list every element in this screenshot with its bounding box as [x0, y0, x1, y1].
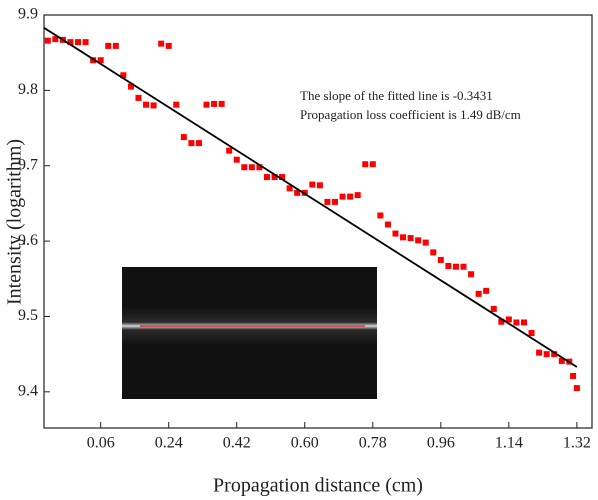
point: [211, 100, 218, 107]
point: [445, 262, 452, 269]
point: [483, 287, 490, 294]
point: [143, 101, 150, 108]
point: [97, 57, 104, 64]
point: [400, 234, 407, 241]
point: [490, 305, 497, 312]
point: [203, 101, 210, 108]
point: [520, 319, 527, 326]
point: [75, 39, 82, 46]
inset-image: [122, 267, 377, 399]
point: [460, 263, 467, 270]
point: [309, 181, 316, 188]
point: [452, 263, 459, 270]
point: [339, 193, 346, 200]
point: [52, 36, 59, 43]
plot-frame: [43, 14, 593, 429]
point: [369, 161, 376, 168]
y-tick-label: 9.4: [18, 382, 38, 399]
point: [294, 189, 301, 196]
x-axis-label: Propagation distance (cm): [213, 475, 423, 497]
point: [173, 101, 180, 108]
annotation: The slope of the fitted line is -0.3431: [300, 88, 493, 103]
x-tick-label: 1.14: [495, 435, 523, 452]
point: [256, 164, 263, 171]
point: [241, 164, 248, 171]
point: [127, 83, 134, 90]
y-axis-label: Intensity (logarithm): [4, 139, 26, 305]
point: [158, 40, 165, 47]
y-tick-label: 9.9: [18, 6, 38, 23]
point: [498, 318, 505, 325]
point: [536, 349, 543, 356]
point: [105, 42, 112, 49]
annotation: Propagation loss coefficient is 1.49 dB/…: [300, 107, 521, 122]
x-tick-label: 0.06: [87, 435, 115, 452]
point: [354, 192, 361, 199]
point: [475, 290, 482, 297]
point: [233, 156, 240, 163]
y-tick-label: 9.5: [18, 307, 38, 324]
fit-line: [43, 27, 578, 368]
point: [430, 249, 437, 256]
point: [120, 72, 127, 79]
point: [316, 182, 323, 189]
point: [407, 235, 414, 242]
point: [150, 102, 157, 109]
point: [551, 351, 558, 358]
x-tick-label: 0.42: [223, 435, 251, 452]
point: [263, 174, 270, 181]
y-tick-label: 9.7: [18, 156, 38, 173]
point: [218, 100, 225, 107]
point: [135, 94, 142, 101]
point: [195, 140, 202, 147]
point: [90, 57, 97, 64]
point: [286, 185, 293, 192]
point: [112, 42, 119, 49]
x-tick-label: 0.60: [291, 435, 319, 452]
point: [437, 256, 444, 263]
point: [377, 212, 384, 219]
point: [543, 351, 550, 358]
point: [362, 161, 369, 168]
point: [44, 37, 51, 44]
point: [347, 193, 354, 200]
point: [180, 134, 187, 141]
x-tick-label: 0.96: [427, 435, 455, 452]
point: [505, 316, 512, 323]
point: [392, 230, 399, 237]
y-tick-label: 9.8: [18, 81, 38, 98]
point: [271, 174, 278, 181]
point: [279, 174, 286, 181]
point: [558, 357, 565, 364]
x-tick-label: 0.24: [155, 435, 183, 452]
point: [415, 237, 422, 244]
point: [226, 147, 233, 154]
point: [324, 198, 331, 205]
point: [188, 140, 195, 147]
x-tick-label: 1.32: [563, 435, 591, 452]
y-tick-label: 9.6: [18, 232, 38, 249]
point: [528, 330, 535, 337]
point: [82, 39, 89, 46]
point: [468, 271, 475, 278]
x-tick-label: 0.78: [359, 435, 387, 452]
point: [165, 42, 172, 49]
point: [573, 385, 580, 392]
point: [513, 319, 520, 326]
point: [422, 239, 429, 246]
point: [248, 164, 255, 171]
point: [384, 221, 391, 228]
point: [570, 372, 577, 379]
point: [332, 198, 339, 205]
point: [67, 39, 74, 46]
